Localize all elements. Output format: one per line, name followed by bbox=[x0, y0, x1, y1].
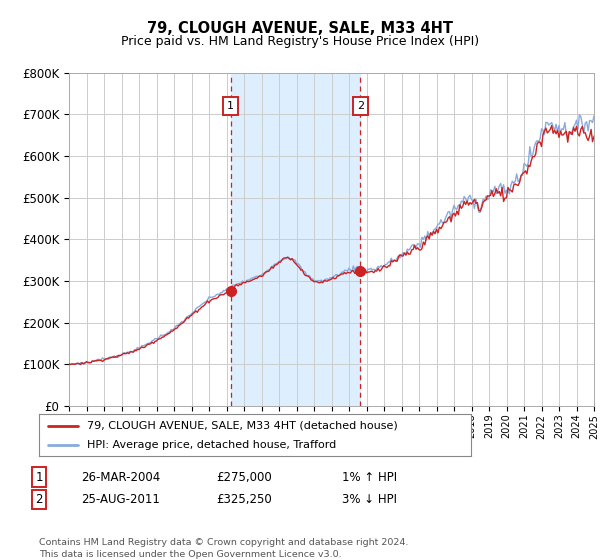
Text: 26-MAR-2004: 26-MAR-2004 bbox=[81, 470, 160, 484]
Text: 2: 2 bbox=[356, 101, 364, 111]
Bar bbox=[230, 73, 360, 406]
Text: 1: 1 bbox=[35, 470, 43, 484]
Text: HPI: Average price, detached house, Trafford: HPI: Average price, detached house, Traf… bbox=[86, 440, 336, 450]
Text: Contains HM Land Registry data © Crown copyright and database right 2024.
This d: Contains HM Land Registry data © Crown c… bbox=[39, 538, 409, 559]
Text: Price paid vs. HM Land Registry's House Price Index (HPI): Price paid vs. HM Land Registry's House … bbox=[121, 35, 479, 48]
Text: 1% ↑ HPI: 1% ↑ HPI bbox=[342, 470, 397, 484]
Text: 2: 2 bbox=[35, 493, 43, 506]
Text: 79, CLOUGH AVENUE, SALE, M33 4HT: 79, CLOUGH AVENUE, SALE, M33 4HT bbox=[147, 21, 453, 36]
Text: £275,000: £275,000 bbox=[216, 470, 272, 484]
Text: £325,250: £325,250 bbox=[216, 493, 272, 506]
Text: 3% ↓ HPI: 3% ↓ HPI bbox=[342, 493, 397, 506]
Text: 1: 1 bbox=[227, 101, 234, 111]
Text: 25-AUG-2011: 25-AUG-2011 bbox=[81, 493, 160, 506]
Text: 79, CLOUGH AVENUE, SALE, M33 4HT (detached house): 79, CLOUGH AVENUE, SALE, M33 4HT (detach… bbox=[86, 421, 397, 431]
